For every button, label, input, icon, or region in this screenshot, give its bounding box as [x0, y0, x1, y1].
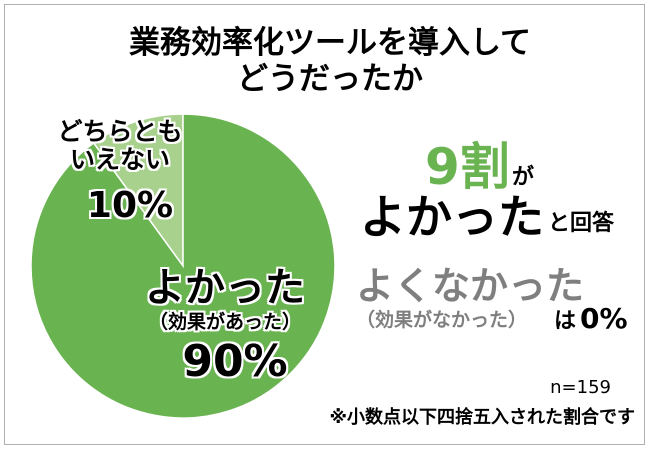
slice-label: よくなかった	[356, 264, 585, 308]
callout-main: よかった	[360, 190, 544, 244]
pie-slice	[30, 113, 336, 419]
value-label: 10%	[86, 185, 174, 226]
value-label: 90%	[182, 336, 288, 387]
callout-particle: が	[512, 165, 535, 190]
callout-big: 9割	[425, 138, 510, 196]
pie-slice	[92, 113, 184, 269]
note: n=159	[550, 377, 611, 398]
slice-sublabel: （効果がなかった）	[356, 309, 528, 331]
chart-title: 業務効率化ツールを導入して どうだったか	[128, 25, 532, 97]
frame	[4, 4, 645, 445]
note: ※小数点以下四捨五入された割合です	[329, 407, 636, 428]
callout-suffix: と回答	[548, 211, 615, 236]
slice-label: どちらとも いえない	[57, 117, 183, 174]
callout-particle: は	[554, 309, 577, 334]
slice-label: よかった	[145, 265, 305, 311]
value-label: 0%	[580, 302, 628, 335]
slice-sublabel: （効果があった）	[148, 311, 301, 333]
